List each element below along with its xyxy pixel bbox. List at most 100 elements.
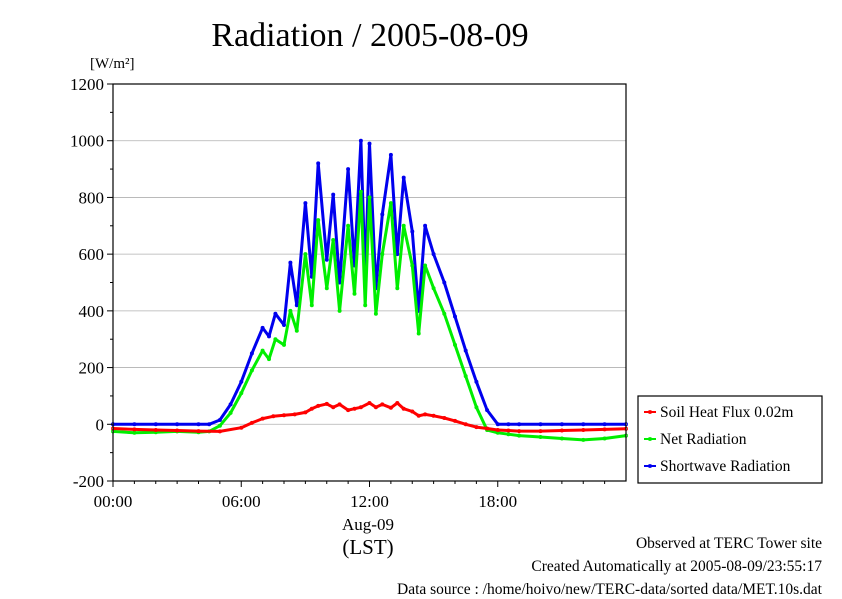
series-point-1 <box>373 311 378 316</box>
series-point-2 <box>581 422 586 427</box>
series-point-0 <box>367 400 372 405</box>
series-point-0 <box>559 428 564 433</box>
series-point-1 <box>331 237 336 242</box>
series-point-0 <box>416 413 421 418</box>
series-point-0 <box>602 427 607 432</box>
x-axis-date-label: Aug-09 <box>342 515 394 534</box>
series-point-0 <box>423 412 428 417</box>
series-point-0 <box>452 418 457 423</box>
series-point-2 <box>442 280 447 285</box>
series-point-1 <box>401 223 406 228</box>
series-point-1 <box>346 223 351 228</box>
series-point-0 <box>260 416 265 421</box>
series-point-1 <box>538 434 543 439</box>
footer-created: Created Automatically at 2005-08-09/23:5… <box>531 558 822 575</box>
legend-label: Shortwave Radiation <box>660 458 791 475</box>
series-point-0 <box>249 420 254 425</box>
series-point-2 <box>303 201 308 206</box>
legend-box <box>637 395 823 484</box>
x-tick-label: 18:00 <box>478 492 517 511</box>
series-point-2 <box>249 351 254 356</box>
series-point-0 <box>485 426 490 431</box>
series-point-0 <box>239 425 244 430</box>
series-point-1 <box>294 328 299 333</box>
series-point-2 <box>474 379 479 384</box>
series-point-0 <box>431 413 436 418</box>
series-point-1 <box>228 410 233 415</box>
series-point-1 <box>303 252 308 257</box>
series-point-0 <box>324 401 329 406</box>
legend: Soil Heat Flux 0.02m Net Radiation Shortwa… <box>637 395 823 484</box>
series-point-2 <box>401 175 406 180</box>
series-point-1 <box>217 423 222 428</box>
series-point-1 <box>395 286 400 291</box>
series-point-0 <box>309 406 314 411</box>
series-point-2 <box>423 223 428 228</box>
x-tick-label: 12:00 <box>350 492 389 511</box>
y-axis-unit-label: [W/m²] <box>90 56 134 72</box>
series-point-1 <box>410 263 415 268</box>
series-point-1 <box>416 331 421 336</box>
legend-label: Net Radiation <box>660 431 747 448</box>
series-point-2 <box>380 212 385 217</box>
series-point-1 <box>442 311 447 316</box>
x-tick-label: 06:00 <box>222 492 261 511</box>
series-point-1 <box>324 286 329 291</box>
series-point-2 <box>132 422 137 427</box>
series-point-1 <box>602 436 607 441</box>
series-point-0 <box>358 405 363 410</box>
series-point-2 <box>217 417 222 422</box>
series-point-2 <box>260 325 265 330</box>
series-point-2 <box>316 161 321 166</box>
series-point-2 <box>281 322 286 327</box>
series-point-0 <box>281 413 286 418</box>
series-point-1 <box>363 303 368 308</box>
series-point-0 <box>373 405 378 410</box>
y-tick-label: 200 <box>79 359 105 378</box>
series-point-1 <box>260 348 265 353</box>
series-point-0 <box>153 427 158 432</box>
series-point-0 <box>538 429 543 434</box>
series-point-1 <box>288 308 293 313</box>
y-tick-label: -200 <box>73 472 104 491</box>
series-point-1 <box>358 189 363 194</box>
series-point-2 <box>431 252 436 257</box>
y-axis-ticks: -200 0 200 400 600 800 1000 1200 <box>70 75 113 491</box>
legend-label: Soil Heat Flux 0.02m <box>660 404 793 421</box>
series-point-2 <box>495 422 500 427</box>
series-point-0 <box>442 415 447 420</box>
series-point-0 <box>196 429 201 434</box>
y-tick-label: 1200 <box>70 75 104 94</box>
legend-swatch-marker <box>648 409 653 414</box>
series-point-0 <box>217 429 222 434</box>
series-point-2 <box>273 311 278 316</box>
footer-source: Data source : /home/hoivo/new/TERC-data/… <box>397 581 822 598</box>
series-point-0 <box>337 402 342 407</box>
series-point-0 <box>346 408 351 413</box>
series-point-0 <box>410 409 415 414</box>
series-point-2 <box>367 141 372 146</box>
y-tick-label: 600 <box>79 245 105 264</box>
series-point-2 <box>517 422 522 427</box>
series-point-1 <box>463 374 468 379</box>
x-axis-title: (LST) <box>342 535 393 559</box>
series-line-2 <box>113 139 626 426</box>
footer-site: Observed at TERC Tower site <box>635 535 822 552</box>
series-point-2 <box>358 138 363 143</box>
series-point-1 <box>249 368 254 373</box>
series-point-0 <box>316 403 321 408</box>
y-tick-label: 400 <box>79 302 105 321</box>
series-point-2 <box>153 422 158 427</box>
series-point-2 <box>410 229 415 234</box>
series-point-1 <box>452 342 457 347</box>
series-point-1 <box>273 337 278 342</box>
series-point-0 <box>401 406 406 411</box>
series-point-1 <box>474 405 479 410</box>
series-point-2 <box>288 260 293 265</box>
series-line-0 <box>112 401 627 433</box>
series-point-1 <box>316 218 321 223</box>
series-point-1 <box>337 308 342 313</box>
series-point-1 <box>309 303 314 308</box>
series-point-2 <box>559 422 564 427</box>
